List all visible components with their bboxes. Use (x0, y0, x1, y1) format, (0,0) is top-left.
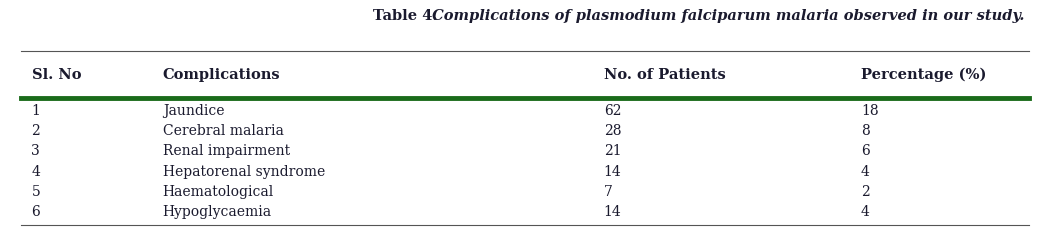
Text: Complications: Complications (163, 68, 280, 82)
Text: 8: 8 (861, 124, 869, 138)
Text: 2: 2 (861, 185, 869, 199)
Text: Jaundice: Jaundice (163, 104, 225, 118)
Text: 14: 14 (604, 165, 622, 179)
Text: Hypoglycaemia: Hypoglycaemia (163, 205, 272, 219)
Text: 62: 62 (604, 104, 622, 118)
Text: Sl. No: Sl. No (32, 68, 81, 82)
Text: 6: 6 (32, 205, 40, 219)
Text: 1: 1 (32, 104, 40, 118)
Text: Cerebral malaria: Cerebral malaria (163, 124, 284, 138)
Text: No. of Patients: No. of Patients (604, 68, 726, 82)
Text: 14: 14 (604, 205, 622, 219)
Text: 28: 28 (604, 124, 622, 138)
Text: 6: 6 (861, 144, 869, 158)
Text: Percentage (%): Percentage (%) (861, 68, 986, 82)
Text: 4: 4 (32, 165, 40, 179)
Text: 4: 4 (861, 205, 869, 219)
Text: 5: 5 (32, 185, 40, 199)
Text: 21: 21 (604, 144, 622, 158)
Text: Renal impairment: Renal impairment (163, 144, 290, 158)
Text: Hepatorenal syndrome: Hepatorenal syndrome (163, 165, 326, 179)
Text: 18: 18 (861, 104, 879, 118)
Text: 2: 2 (32, 124, 40, 138)
Text: Table 4.: Table 4. (373, 9, 437, 23)
Text: 7: 7 (604, 185, 612, 199)
Text: 4: 4 (861, 165, 869, 179)
Text: 3: 3 (32, 144, 40, 158)
Text: Haematological: Haematological (163, 185, 274, 199)
Text: Complications of plasmodium falciparum malaria observed in our study.: Complications of plasmodium falciparum m… (427, 9, 1025, 23)
